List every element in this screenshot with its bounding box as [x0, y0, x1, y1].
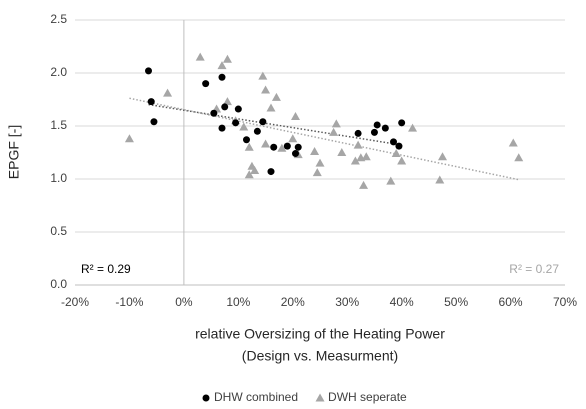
- x-tick-label: 50%: [444, 295, 468, 309]
- point: [258, 71, 268, 80]
- y-tick-label: 1.0: [50, 171, 67, 185]
- point: [354, 129, 362, 137]
- point: [221, 103, 229, 111]
- point: [239, 122, 249, 131]
- point: [373, 121, 381, 129]
- point: [210, 109, 218, 117]
- trendline: [129, 97, 519, 181]
- point: [294, 143, 302, 151]
- r-squared: R² = 0.29: [81, 262, 131, 276]
- x-tick-label: 40%: [390, 295, 414, 309]
- point: [361, 152, 371, 161]
- point: [438, 152, 447, 161]
- legend-marker: [315, 393, 325, 402]
- point: [234, 105, 242, 113]
- x-tick-label: 60%: [499, 295, 523, 309]
- point: [514, 153, 524, 162]
- point: [398, 119, 406, 127]
- point: [397, 156, 407, 165]
- y-tick-label: 1.5: [50, 118, 67, 132]
- point: [259, 118, 267, 126]
- legend-marker: [202, 394, 210, 402]
- point: [508, 138, 518, 147]
- point: [261, 139, 271, 148]
- x-tick-label: 10%: [226, 295, 250, 309]
- point: [353, 140, 363, 149]
- point: [283, 142, 291, 150]
- point: [350, 156, 360, 165]
- y-tick-label: 2.0: [50, 65, 67, 79]
- point: [232, 119, 240, 127]
- point: [145, 67, 152, 75]
- legend-label: DWH seperate: [328, 390, 407, 404]
- point: [218, 73, 226, 81]
- point: [386, 176, 396, 185]
- point: [408, 123, 418, 132]
- x-tick-label: -20%: [61, 295, 89, 309]
- y-axis-title: EPGF [-]: [6, 125, 22, 179]
- point: [243, 136, 250, 144]
- point: [195, 52, 205, 61]
- point: [222, 54, 232, 63]
- y-tick-label: 0.5: [50, 224, 67, 238]
- x-axis-title: (Design vs. Measurment): [242, 348, 398, 364]
- point: [147, 98, 155, 106]
- point: [277, 143, 287, 152]
- point: [150, 118, 158, 126]
- point: [250, 166, 260, 175]
- legend-label: DHW combined: [214, 390, 298, 404]
- point: [124, 134, 134, 143]
- x-tick-label: 70%: [553, 295, 577, 309]
- point: [291, 111, 300, 120]
- point: [261, 85, 271, 94]
- point: [310, 146, 320, 155]
- point: [288, 134, 298, 143]
- point: [331, 119, 341, 128]
- point: [253, 127, 261, 135]
- point: [163, 88, 173, 97]
- point: [359, 180, 369, 189]
- x-tick-label: -10%: [115, 295, 143, 309]
- x-tick-label: 0%: [175, 295, 193, 309]
- point: [270, 143, 278, 151]
- point: [271, 92, 281, 101]
- point: [266, 103, 276, 112]
- point: [395, 142, 403, 150]
- y-tick-label: 2.5: [50, 12, 67, 26]
- trendline: [148, 103, 402, 146]
- x-tick-label: 20%: [281, 295, 305, 309]
- point: [312, 168, 322, 177]
- point: [244, 170, 254, 179]
- point: [202, 80, 210, 88]
- x-tick-label: 30%: [335, 295, 359, 309]
- point: [244, 142, 254, 151]
- y-tick-label: 0.0: [50, 277, 67, 291]
- point: [391, 149, 401, 158]
- point: [381, 124, 389, 132]
- point: [390, 138, 397, 146]
- point: [370, 128, 378, 136]
- point: [292, 150, 299, 158]
- point: [329, 127, 339, 136]
- point: [217, 61, 227, 70]
- point: [267, 168, 275, 176]
- point: [435, 175, 445, 184]
- point: [337, 148, 347, 156]
- point: [222, 97, 232, 106]
- x-axis-title: relative Oversizing of the Heating Power: [195, 326, 445, 342]
- point: [315, 158, 325, 167]
- point: [218, 124, 226, 132]
- r-squared: R² = 0.27: [509, 262, 559, 276]
